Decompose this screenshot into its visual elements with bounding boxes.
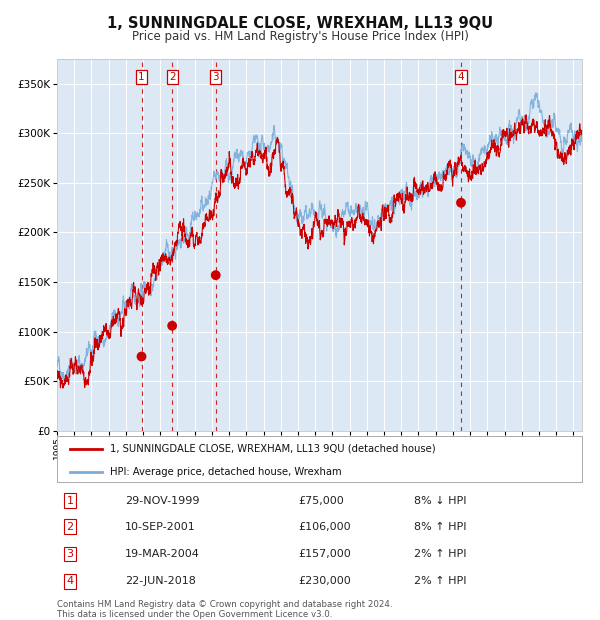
Text: 1: 1 bbox=[138, 72, 145, 82]
Point bbox=[211, 270, 221, 280]
Text: Contains HM Land Registry data © Crown copyright and database right 2024.
This d: Contains HM Land Registry data © Crown c… bbox=[57, 600, 392, 619]
Text: £230,000: £230,000 bbox=[299, 576, 351, 586]
Text: 1, SUNNINGDALE CLOSE, WREXHAM, LL13 9QU: 1, SUNNINGDALE CLOSE, WREXHAM, LL13 9QU bbox=[107, 16, 493, 31]
Text: 4: 4 bbox=[67, 576, 74, 586]
Text: 1: 1 bbox=[67, 496, 74, 506]
Text: 8% ↓ HPI: 8% ↓ HPI bbox=[414, 496, 467, 506]
Text: 2: 2 bbox=[169, 72, 175, 82]
Text: HPI: Average price, detached house, Wrexham: HPI: Average price, detached house, Wrex… bbox=[110, 467, 341, 477]
Text: 22-JUN-2018: 22-JUN-2018 bbox=[125, 576, 196, 586]
Text: 10-SEP-2001: 10-SEP-2001 bbox=[125, 522, 196, 532]
Point bbox=[137, 352, 146, 361]
Text: 3: 3 bbox=[67, 549, 74, 559]
Text: 29-NOV-1999: 29-NOV-1999 bbox=[125, 496, 200, 506]
Text: Price paid vs. HM Land Registry's House Price Index (HPI): Price paid vs. HM Land Registry's House … bbox=[131, 30, 469, 43]
Text: 2: 2 bbox=[67, 522, 74, 532]
Text: 19-MAR-2004: 19-MAR-2004 bbox=[125, 549, 200, 559]
Text: £75,000: £75,000 bbox=[299, 496, 344, 506]
Text: 3: 3 bbox=[212, 72, 219, 82]
Point bbox=[456, 198, 466, 208]
Point bbox=[167, 321, 177, 330]
Text: £157,000: £157,000 bbox=[299, 549, 351, 559]
Text: £106,000: £106,000 bbox=[299, 522, 351, 532]
Text: 8% ↑ HPI: 8% ↑ HPI bbox=[414, 522, 467, 532]
Text: 1, SUNNINGDALE CLOSE, WREXHAM, LL13 9QU (detached house): 1, SUNNINGDALE CLOSE, WREXHAM, LL13 9QU … bbox=[110, 444, 435, 454]
Text: 4: 4 bbox=[458, 72, 464, 82]
Text: 2% ↑ HPI: 2% ↑ HPI bbox=[414, 576, 467, 586]
Text: 2% ↑ HPI: 2% ↑ HPI bbox=[414, 549, 467, 559]
